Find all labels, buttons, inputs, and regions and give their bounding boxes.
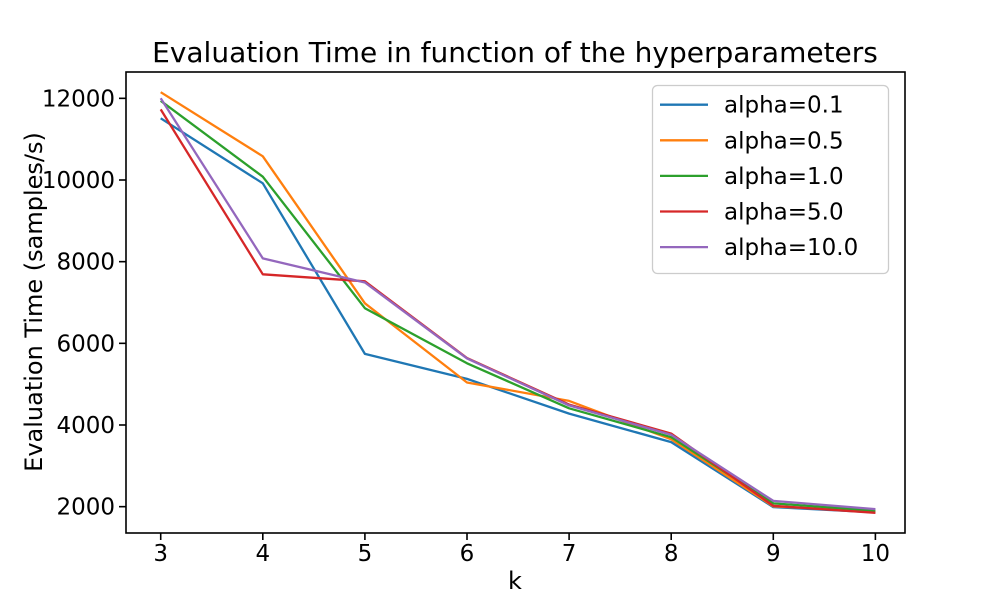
y-tick-label: 6000 (56, 331, 115, 357)
x-tick-label: 5 (358, 541, 373, 567)
legend-label: alpha=5.0 (724, 200, 844, 226)
x-tick-label: 9 (766, 541, 781, 567)
legend-box (651, 84, 890, 275)
legend-entries: alpha=0.1 alpha=0.5 alpha=1.0 alpha=5.0 alph… (660, 93, 858, 261)
x-tick-label: 7 (562, 541, 577, 567)
x-tick-label: 10 (861, 541, 890, 567)
y-axis-ticks: 2000 4000 6000 8000 10000 12000 (42, 86, 126, 521)
y-tick-label: 2000 (56, 495, 115, 521)
legend-entry: alpha=1.0 (660, 164, 844, 190)
x-tick-label: 4 (255, 541, 270, 567)
x-axis-ticks: 3 4 5 6 7 8 9 10 (153, 533, 890, 567)
y-tick-label: 10000 (42, 168, 115, 194)
legend-entry: alpha=10.0 (660, 235, 858, 261)
plot-border (125, 71, 906, 534)
legend-entry: alpha=0.5 (660, 128, 844, 154)
x-tick-label: 3 (153, 541, 168, 567)
x-tick-label: 6 (460, 541, 475, 567)
chart-title: Evaluation Time in function of the hyper… (152, 36, 878, 69)
legend: alpha=0.1 alpha=0.5 alpha=1.0 alpha=5.0 alph… (651, 84, 890, 275)
x-axis-label: k (508, 567, 522, 595)
y-tick-label: 8000 (56, 250, 115, 276)
y-tick-label: 4000 (56, 413, 115, 439)
y-tick-label: 12000 (42, 86, 115, 112)
legend-label: alpha=1.0 (724, 164, 844, 190)
series-lines (159, 91, 876, 514)
legend-entry: alpha=5.0 (660, 200, 844, 226)
series-line-alpha=10.0 (159, 97, 876, 511)
legend-entry: alpha=0.1 (660, 93, 844, 119)
legend-label: alpha=0.1 (724, 93, 844, 119)
x-tick-label: 8 (664, 541, 679, 567)
legend-label: alpha=0.5 (724, 128, 844, 154)
legend-label: alpha=10.0 (724, 235, 858, 261)
y-axis-label: Evaluation Time (samples/s) (20, 132, 48, 472)
